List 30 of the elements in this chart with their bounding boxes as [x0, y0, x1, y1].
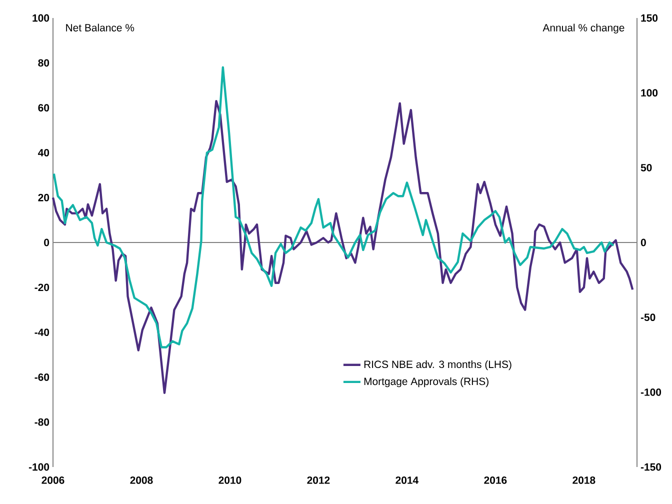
y-tick-label: 40: [38, 149, 50, 156]
x-tick-label: 2018: [572, 476, 596, 484]
y-tick-label: -80: [34, 418, 50, 426]
y-tick-label: 100: [32, 14, 50, 22]
x-tick-label: 2014: [396, 476, 419, 484]
y-tick-label: -100: [28, 463, 50, 471]
y-axis-title: Net Balance %: [66, 24, 134, 32]
y-tick-label: 20: [38, 194, 50, 202]
x-tick-label: 2016: [484, 476, 507, 484]
y2-tick-label: 100: [641, 89, 658, 97]
y-tick-label: -40: [34, 328, 50, 336]
legend-label: Mortgage Approvals (RHS): [364, 377, 488, 388]
y2-tick-label: 0: [640, 238, 646, 246]
y-tick-label: -20: [34, 284, 50, 292]
x-tick-label: 2006: [42, 476, 64, 484]
y-tick-label: 0: [44, 238, 50, 246]
y2-tick-label: 50: [640, 164, 652, 172]
y-tick-label: -60: [34, 374, 50, 381]
line-series: [52, 100, 634, 394]
y-tick-label: 60: [38, 104, 50, 112]
x-tick-label: 2010: [218, 476, 242, 484]
y2-tick-label: -150: [640, 463, 662, 471]
y2-axis-title: Annual % change: [542, 24, 624, 34]
legend-label: RICS NBE adv. 3 months (LHS): [364, 360, 512, 370]
x-tick-label: 2012: [307, 476, 330, 484]
y2-tick-label: -100: [640, 388, 662, 396]
y2-tick-label: -50: [640, 314, 656, 322]
y-tick-label: 80: [38, 59, 50, 67]
x-tick-label: 2008: [130, 476, 153, 484]
y2-tick-label: 150: [641, 14, 658, 22]
